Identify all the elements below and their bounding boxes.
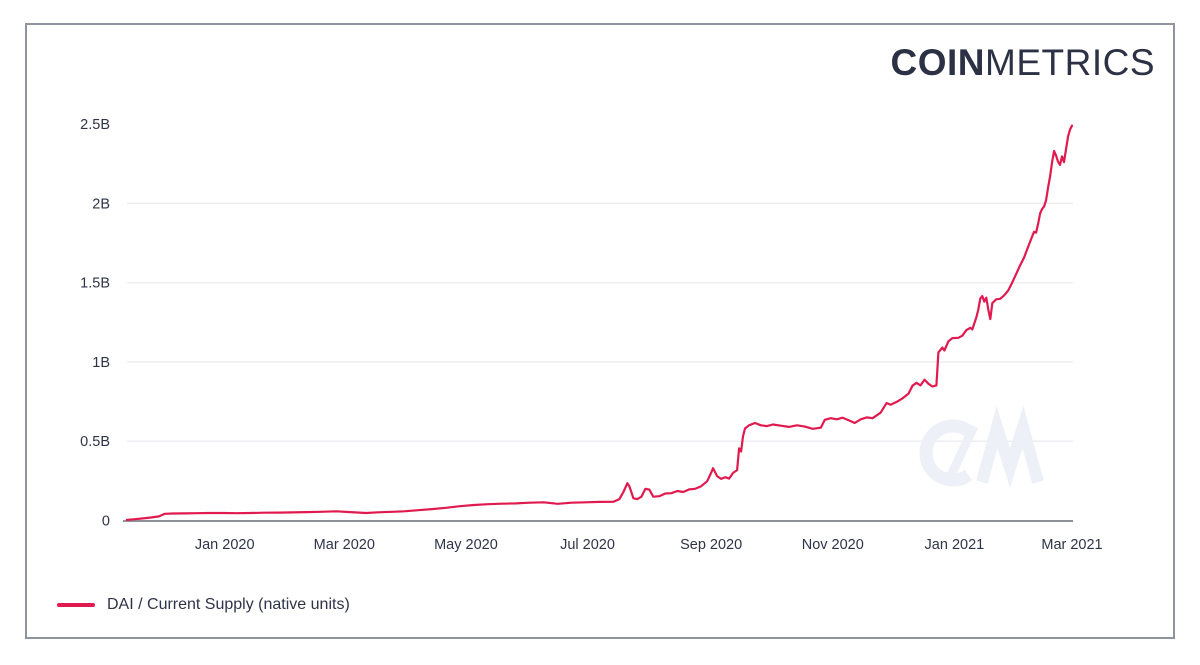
y-axis-tick-labels: 0 0.5B 1B 1.5B 2B 2.5B xyxy=(80,117,110,530)
x-tick-label: Mar 2020 xyxy=(314,537,375,553)
y-tick-label: 1.5B xyxy=(80,276,110,292)
legend-line-swatch-icon xyxy=(57,603,95,607)
gridlines xyxy=(127,202,1073,442)
chart-card xyxy=(25,23,1175,639)
logo-coin-text: COIN xyxy=(890,42,985,83)
watermark-slash xyxy=(943,424,979,484)
x-tick-label: Jan 2020 xyxy=(195,537,255,553)
x-tick-label: Sep 2020 xyxy=(680,537,742,553)
y-tick-label: 0.5B xyxy=(80,434,110,450)
y-tick-label: 2B xyxy=(92,196,110,212)
series-line-dai-current-supply[interactable] xyxy=(125,124,1074,521)
logo-metrics-text: METRICS xyxy=(985,42,1155,83)
x-tick-label: Nov 2020 xyxy=(802,537,864,553)
x-tick-label: Jul 2020 xyxy=(560,537,615,553)
cm-watermark-icon xyxy=(919,405,1044,488)
x-tick-label: May 2020 xyxy=(434,537,498,553)
x-tick-label: Jan 2021 xyxy=(925,537,985,553)
y-tick-label: 1B xyxy=(92,355,110,371)
x-tick-label: Mar 2021 xyxy=(1041,537,1102,553)
watermark-m xyxy=(976,405,1044,488)
legend-label: DAI / Current Supply (native units) xyxy=(107,596,350,613)
chart-legend[interactable]: DAI / Current Supply (native units) xyxy=(57,596,350,614)
x-axis-tick-labels: Jan 2020 Mar 2020 May 2020 Jul 2020 Sep 2020… xyxy=(195,537,1103,553)
y-tick-label: 2.5B xyxy=(80,117,110,133)
y-tick-label: 0 xyxy=(102,514,110,530)
coinmetrics-logo: COINMETRICS xyxy=(891,44,1156,81)
